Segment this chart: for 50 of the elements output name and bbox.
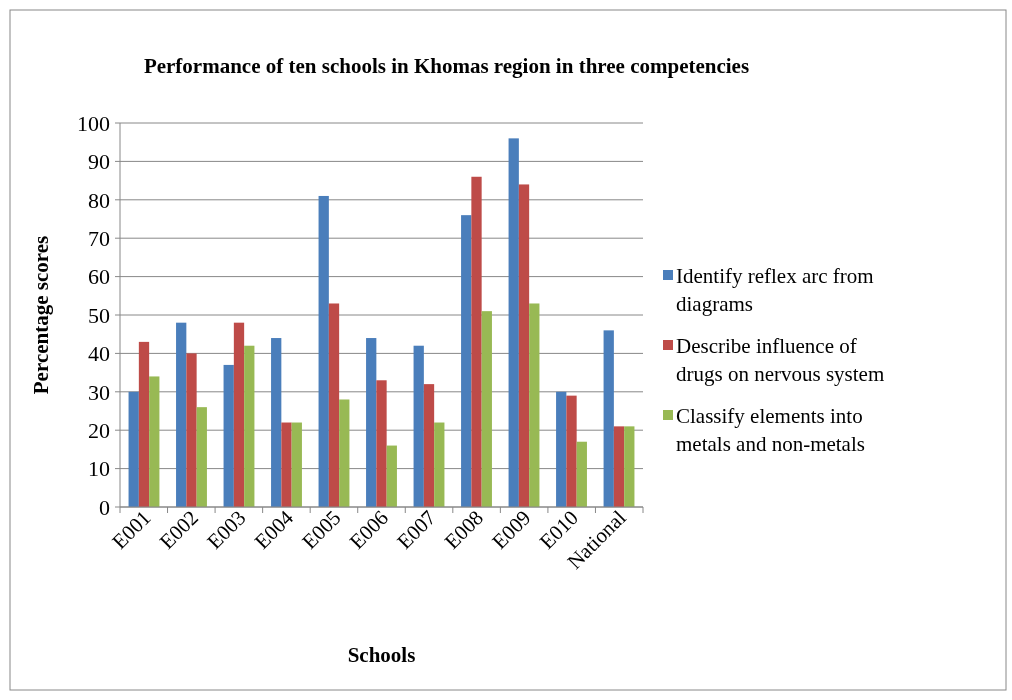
y-tick-label: 70 xyxy=(88,225,110,251)
bar xyxy=(149,376,160,507)
bar xyxy=(518,184,530,507)
bar xyxy=(481,311,492,507)
x-axis-title: Schools xyxy=(347,643,416,667)
bar xyxy=(186,353,197,507)
bar xyxy=(471,176,482,507)
legend-label: Classify elements into metals and non-metals xyxy=(676,404,865,456)
bar xyxy=(386,445,397,507)
bar xyxy=(461,215,472,507)
bar xyxy=(624,426,635,507)
y-tick-label: 90 xyxy=(88,149,110,175)
bar xyxy=(328,303,340,507)
bar xyxy=(291,422,302,507)
bar xyxy=(176,322,187,507)
legend-label: Describe influence of drugs on nervous system xyxy=(676,334,885,386)
bar xyxy=(223,364,234,507)
bar xyxy=(318,195,329,507)
bar xyxy=(508,138,519,507)
bar xyxy=(244,345,255,507)
y-tick-label: 80 xyxy=(88,187,110,213)
bar xyxy=(576,441,587,507)
bar xyxy=(281,422,292,507)
y-tick-label: 20 xyxy=(88,417,110,443)
chart-title: Performance of ten schools in Khomas region in three competencies xyxy=(143,54,750,78)
bar xyxy=(339,399,350,507)
y-tick-label: 40 xyxy=(88,341,110,367)
bar xyxy=(271,338,282,507)
bar xyxy=(423,384,435,507)
y-tick-label: 0 xyxy=(99,494,110,520)
bar xyxy=(366,338,377,507)
y-tick-label: 100 xyxy=(77,110,110,136)
y-tick-label: 30 xyxy=(88,379,110,405)
bar xyxy=(529,303,540,507)
y-tick-label: 50 xyxy=(88,302,110,328)
bar xyxy=(413,345,424,507)
y-tick-label: 10 xyxy=(88,456,110,482)
y-axis-title: Percentage scores xyxy=(29,235,53,395)
y-tick-label: 60 xyxy=(88,264,110,290)
bar xyxy=(566,395,577,507)
bar xyxy=(376,380,387,507)
bar xyxy=(138,341,150,507)
bar xyxy=(613,426,625,507)
legend-label: Identify reflex arc from diagrams xyxy=(676,264,874,316)
bar xyxy=(196,407,207,507)
bar xyxy=(233,322,245,507)
bar xyxy=(603,330,614,507)
bar xyxy=(556,391,567,507)
bar xyxy=(128,391,139,507)
bar xyxy=(434,422,445,507)
